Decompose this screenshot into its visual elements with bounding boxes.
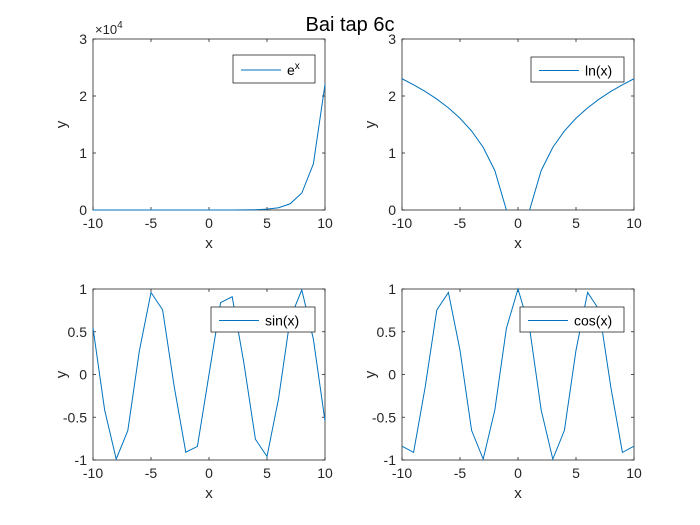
y-axis-label: y (53, 120, 70, 128)
x-tick-label: -10 (83, 215, 103, 231)
x-tick-label: -10 (392, 215, 412, 231)
x-tick-label: -5 (145, 215, 158, 231)
x-tick-label: 0 (514, 215, 522, 231)
legend-label-base: e (287, 62, 295, 78)
x-tick-label: 10 (317, 465, 333, 481)
legend-box (232, 54, 316, 84)
y-tick-label: 1 (388, 281, 396, 297)
x-tick-label: 10 (317, 215, 333, 231)
legend-label: sin(x) (265, 313, 299, 329)
legend-label: ln(x) (585, 63, 612, 79)
y-exponent-power: 4 (117, 20, 123, 31)
y-tick-label: -1 (75, 452, 88, 468)
series-line (529, 78, 635, 211)
series-line (92, 288, 326, 461)
y-tick-label: -0.5 (63, 409, 87, 425)
x-tick-label: -5 (454, 465, 467, 481)
y-exponent-base: ×10 (95, 22, 117, 37)
x-tick-label: 0 (514, 465, 522, 481)
legend: ln(x) (530, 56, 625, 83)
y-tick-label: 0 (79, 367, 87, 383)
x-axis-label: x (514, 485, 522, 502)
y-tick-label: -1 (384, 452, 397, 468)
legend: ex (232, 54, 316, 84)
y-axis-label: y (362, 370, 379, 378)
x-tick-label: 10 (626, 465, 642, 481)
y-tick-label: -0.5 (372, 409, 396, 425)
y-tick-label: 3 (79, 31, 87, 47)
x-tick-label: 10 (626, 215, 642, 231)
figure-title: Bai tap 6c (305, 14, 395, 36)
y-tick-label: 3 (388, 31, 396, 47)
x-tick-label: -10 (83, 465, 103, 481)
x-tick-label: 0 (205, 465, 213, 481)
legend: cos(x) (519, 306, 625, 333)
x-tick-label: -10 (392, 465, 412, 481)
y-tick-label: 2 (79, 88, 87, 104)
y-axis-label: y (53, 370, 70, 378)
legend-box (210, 306, 316, 333)
y-tick-label: 1 (79, 145, 87, 161)
x-tick-label: 5 (572, 215, 580, 231)
y-axis-label: y (362, 120, 379, 128)
y-exponent-label: ×104 (95, 20, 123, 37)
y-tick-label: 0 (388, 367, 396, 383)
y-tick-label: 0 (388, 202, 396, 218)
series-line (93, 84, 326, 211)
x-axis-label: x (514, 235, 522, 252)
series-line (401, 78, 507, 211)
legend-box (519, 306, 625, 333)
y-tick-label: 0 (79, 202, 87, 218)
x-tick-label: 0 (205, 215, 213, 231)
legend-label-sup: x (295, 61, 300, 72)
x-tick-label: 5 (263, 465, 271, 481)
x-tick-label: -5 (145, 465, 158, 481)
x-tick-label: 5 (263, 215, 271, 231)
y-tick-label: 0.5 (68, 324, 88, 340)
series-line (401, 287, 635, 461)
y-tick-label: 2 (388, 88, 396, 104)
legend-label: cos(x) (574, 313, 612, 329)
x-tick-label: 5 (572, 465, 580, 481)
y-tick-label: 1 (79, 281, 87, 297)
legend-box (530, 56, 625, 83)
legend: sin(x) (210, 306, 316, 333)
y-tick-label: 1 (388, 145, 396, 161)
y-tick-label: 0.5 (377, 324, 397, 340)
x-tick-label: -5 (454, 215, 467, 231)
legend-label: ex (287, 61, 300, 78)
x-axis-label: x (205, 485, 213, 502)
x-axis-label: x (205, 235, 213, 252)
